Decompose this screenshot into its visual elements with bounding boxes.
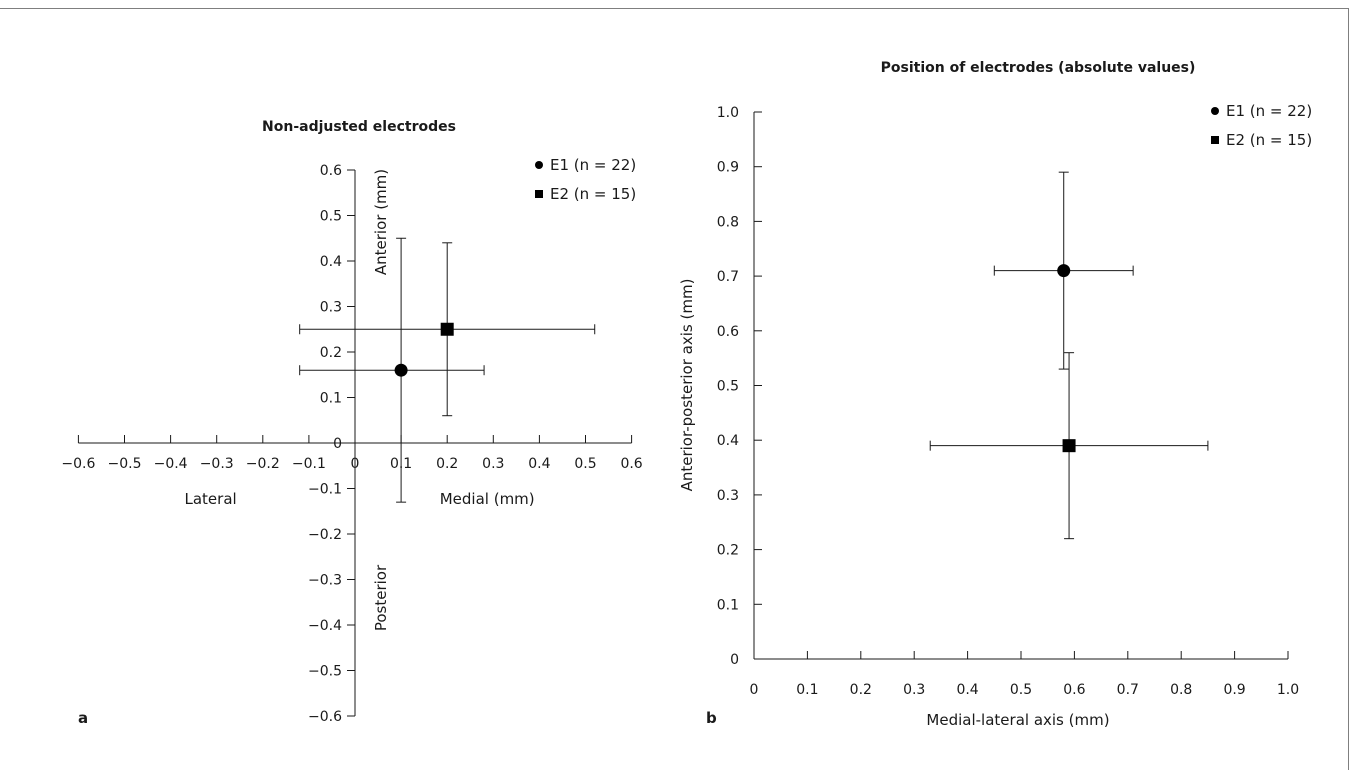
x-tick-label: 0.6	[620, 456, 642, 472]
chart-title: Position of electrodes (absolute values)	[881, 60, 1196, 76]
y-tick-label: 0	[333, 436, 342, 452]
panel-b: 0 0.1 0.2 0.3 0.4 0.5 0.6 0.7 0.8 0.9 1.0 1.0 0.9 0.8…	[678, 60, 1312, 729]
y-tick-label: 0.8	[717, 214, 739, 230]
x-tick-label: −0.2	[246, 456, 280, 472]
panel-a: −0.6 −0.5 −0.4 −0.3 −0.2 −0.1 0 0.1 0.2 0.3 0.4 0.5…	[61, 119, 642, 727]
x-tick-label: 0	[351, 456, 360, 472]
x-tick-label: 0.2	[436, 456, 458, 472]
y-tick-label: 0.4	[320, 254, 342, 270]
legend-marker	[1211, 107, 1219, 115]
figure-border	[0, 8, 1349, 770]
y-tick-label: 0.2	[717, 543, 739, 559]
legend-marker	[1211, 136, 1219, 144]
data-point-1	[1057, 264, 1071, 278]
x-tick-label: 0.5	[574, 456, 596, 472]
x-tick-label: 0.4	[528, 456, 550, 472]
legend-entry: E1 (n = 22)	[1226, 102, 1312, 120]
legend-entry: E2 (n = 15)	[1226, 131, 1312, 149]
y-tick-label: 0.3	[717, 488, 739, 504]
x-tick-label: 0.6	[1063, 682, 1085, 698]
x-axis-label: Medial-lateral axis (mm)	[926, 711, 1109, 729]
y-tick-label: 0.4	[717, 433, 739, 449]
y-tick-label: 0.7	[717, 269, 739, 285]
chart-title: Non-adjusted electrodes	[262, 119, 456, 135]
y-axis-label: Anterior (mm)	[372, 169, 390, 275]
x-axis-label-negative: Lateral	[185, 490, 237, 508]
x-tick-label: −0.6	[61, 456, 95, 472]
x-tick-label: 0.3	[482, 456, 504, 472]
legend-entry: E1 (n = 22)	[550, 156, 636, 174]
x-tick-label: 1.0	[1277, 682, 1299, 698]
x-tick-label: 0.7	[1117, 682, 1139, 698]
y-tick-label: 0.6	[717, 324, 739, 340]
y-tick-label: 0.6	[320, 163, 342, 179]
x-tick-label: 0.4	[956, 682, 978, 698]
x-tick-label: −0.1	[292, 456, 326, 472]
y-tick-label: 0.5	[320, 209, 342, 225]
legend-entry: E2 (n = 15)	[550, 185, 636, 203]
panel-label-a: a	[78, 709, 88, 727]
y-tick-label: 0.1	[320, 391, 342, 407]
x-axis-label: Medial (mm)	[440, 490, 535, 508]
x-tick-label: 0.2	[850, 682, 872, 698]
y-tick-label: −0.3	[308, 573, 342, 589]
y-axis-label: Anterior-posterior axis (mm)	[678, 279, 696, 492]
y-tick-label: −0.2	[308, 527, 342, 543]
x-tick-label: 0	[750, 682, 759, 698]
y-tick-label: 1.0	[717, 105, 739, 121]
y-tick-label: 0.1	[717, 597, 739, 613]
legend-marker	[535, 190, 543, 198]
x-tick-label: −0.4	[154, 456, 188, 472]
x-tick-label: 0.1	[796, 682, 818, 698]
y-tick-label: 0.5	[717, 379, 739, 395]
data-point-2	[1062, 439, 1076, 453]
panel-label-b: b	[706, 709, 717, 727]
y-tick-label: 0	[730, 652, 739, 668]
data-point-1	[394, 363, 408, 377]
y-tick-label: −0.1	[308, 482, 342, 498]
y-tick-label: 0.9	[717, 160, 739, 176]
legend-marker	[535, 161, 543, 169]
x-tick-label: 0.9	[1223, 682, 1245, 698]
y-tick-label: −0.6	[308, 709, 342, 725]
y-axis-label-negative: Posterior	[372, 564, 390, 631]
data-point-2	[440, 322, 454, 336]
y-tick-label: 0.3	[320, 300, 342, 316]
x-tick-label: −0.5	[108, 456, 142, 472]
x-tick-label: 0.5	[1010, 682, 1032, 698]
y-tick-label: −0.4	[308, 618, 342, 634]
x-tick-label: 0.3	[903, 682, 925, 698]
y-tick-label: 0.2	[320, 345, 342, 361]
y-tick-label: −0.5	[308, 664, 342, 680]
x-tick-label: −0.3	[200, 456, 234, 472]
x-tick-label: 0.8	[1170, 682, 1192, 698]
